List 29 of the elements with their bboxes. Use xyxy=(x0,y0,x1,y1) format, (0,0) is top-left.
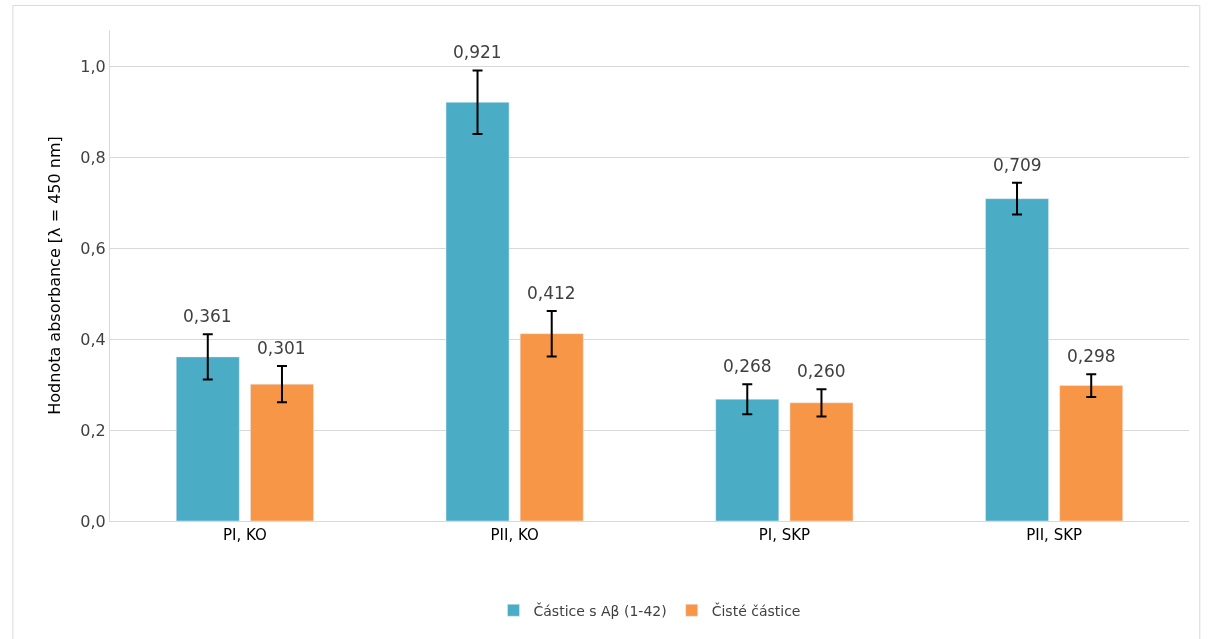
data-label: 0,260 xyxy=(797,361,846,381)
x-tick-label: PII, SKP xyxy=(1026,526,1083,544)
data-label: 0,268 xyxy=(723,356,772,376)
legend-label: Částice s Aβ (1-42) xyxy=(533,601,667,619)
x-tick-label: PI, KO xyxy=(222,526,267,544)
y-tick-label: 0,4 xyxy=(80,329,106,349)
data-label: 0,412 xyxy=(527,283,576,303)
data-label: 0,921 xyxy=(453,42,502,62)
bar xyxy=(176,356,240,521)
data-label: 0,301 xyxy=(257,338,306,358)
y-tick-label: 0,6 xyxy=(80,238,106,258)
bar xyxy=(445,102,510,521)
bar xyxy=(789,402,854,521)
legend-label: Čisté částice xyxy=(711,601,801,619)
x-tick-label: PI, SKP xyxy=(758,526,811,544)
y-tick-label: 0,8 xyxy=(80,147,106,167)
data-label: 0,361 xyxy=(183,306,232,326)
data-label: 0,298 xyxy=(1067,346,1116,366)
y-tick-label: 1,0 xyxy=(80,56,106,76)
x-tick-label: PII, KO xyxy=(490,526,539,544)
y-axis-title: Hodnota absorbance [λ = 450 nm] xyxy=(45,136,65,415)
bar xyxy=(519,333,584,521)
data-label: 0,709 xyxy=(993,155,1042,175)
bar xyxy=(1059,385,1123,521)
y-tick-label: 0,2 xyxy=(80,420,106,440)
bar xyxy=(250,383,314,521)
bar xyxy=(715,398,780,521)
y-tick-label: 0,0 xyxy=(80,511,106,531)
bar xyxy=(985,198,1049,521)
